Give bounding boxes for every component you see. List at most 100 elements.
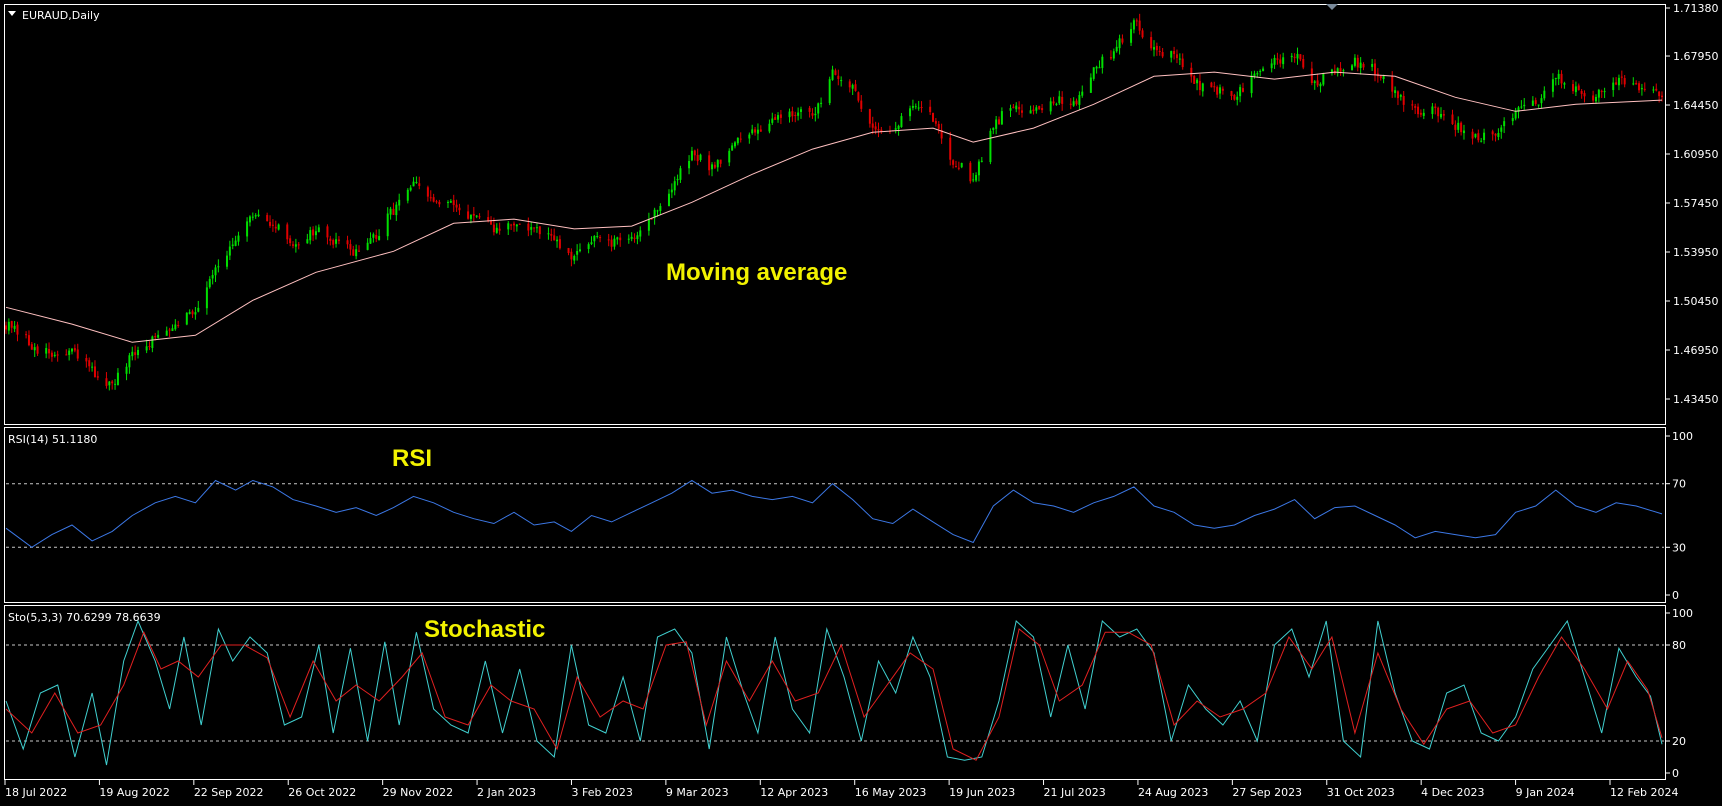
candle: [917, 100, 920, 111]
candle: [1617, 74, 1620, 91]
candle: [989, 128, 992, 165]
candle: [831, 65, 834, 81]
candle: [851, 83, 854, 96]
candle: [1236, 91, 1239, 106]
candle: [188, 309, 191, 315]
candle: [977, 159, 980, 182]
candle: [174, 319, 177, 331]
stochastic-tick-label: 0: [1672, 767, 1679, 780]
candle: [1399, 93, 1402, 101]
time-tick-label: 2 Jan 2023: [477, 786, 536, 799]
candle: [613, 235, 616, 250]
candle: [610, 235, 613, 252]
candle: [567, 247, 570, 256]
candle: [211, 269, 214, 285]
candle: [197, 300, 200, 313]
time-tick-label: 4 Dec 2023: [1421, 786, 1484, 799]
candle: [1583, 90, 1586, 103]
candle: [1511, 113, 1514, 126]
candle: [1032, 105, 1035, 115]
candle: [435, 199, 438, 204]
price-tick-label: 1.53950: [1673, 246, 1719, 259]
candle: [1239, 84, 1242, 103]
candle: [251, 212, 254, 221]
stochastic-tick-label: 80: [1672, 639, 1686, 652]
candlestick-series: [5, 13, 1663, 391]
candle: [1175, 49, 1178, 64]
candle: [1313, 80, 1316, 90]
candle: [877, 122, 880, 138]
candle: [25, 331, 28, 339]
candle: [1130, 22, 1133, 46]
candle: [1643, 82, 1646, 92]
candle: [392, 202, 395, 216]
candle: [507, 221, 510, 235]
candle: [1219, 84, 1222, 100]
candle: [1431, 102, 1434, 119]
candle: [1597, 88, 1600, 103]
candle: [116, 368, 119, 386]
candle: [395, 201, 398, 221]
candle: [1434, 103, 1437, 115]
candle: [498, 222, 501, 235]
rsi-tick-label: 100: [1672, 430, 1693, 443]
candle: [13, 320, 16, 333]
time-tick-label: 21 Jul 2023: [1044, 786, 1106, 799]
candle: [1563, 81, 1566, 89]
candle: [7, 318, 10, 335]
candle: [1402, 91, 1405, 112]
candle: [1135, 18, 1138, 27]
candle: [266, 212, 269, 222]
candle: [151, 335, 154, 353]
price-panel-frame: [4, 4, 1666, 425]
candle: [314, 225, 317, 240]
candle: [56, 350, 59, 362]
candle: [1437, 106, 1440, 123]
candle: [1638, 81, 1641, 93]
candle: [1531, 96, 1534, 106]
candle: [375, 229, 378, 243]
candle: [312, 226, 315, 242]
candle: [1319, 82, 1322, 93]
candle: [108, 380, 111, 391]
collapse-arrow-icon[interactable]: [8, 11, 16, 16]
candle: [748, 132, 751, 144]
candle: [1170, 50, 1173, 63]
candle: [1419, 109, 1422, 118]
candle: [452, 194, 455, 212]
candle: [406, 188, 409, 204]
candle: [518, 223, 521, 225]
candle: [969, 161, 972, 184]
candle: [85, 354, 88, 368]
candle: [828, 76, 831, 106]
candle: [1155, 42, 1158, 56]
candle: [756, 123, 759, 141]
candle: [286, 222, 289, 245]
rsi-panel-frame: [4, 427, 1666, 603]
candle: [128, 352, 131, 374]
candle: [954, 160, 957, 168]
candle: [326, 224, 329, 245]
candle: [1537, 104, 1540, 108]
moving-average-annotation: Moving average: [666, 259, 847, 286]
candle: [659, 203, 662, 215]
candle: [386, 207, 389, 241]
candle: [1270, 58, 1273, 73]
candle: [593, 235, 596, 248]
candle: [346, 235, 349, 249]
candle: [1497, 128, 1500, 141]
candle: [1540, 94, 1543, 109]
candle: [1161, 47, 1164, 59]
candle: [1233, 93, 1236, 101]
candle: [980, 157, 983, 163]
candle: [366, 238, 369, 251]
candle: [378, 229, 381, 241]
candle: [751, 124, 754, 135]
candle: [937, 121, 940, 134]
candle: [530, 221, 533, 236]
candle: [579, 243, 582, 253]
candle: [533, 227, 536, 233]
candle: [920, 101, 923, 113]
candle: [1640, 83, 1643, 96]
candle: [329, 235, 332, 246]
